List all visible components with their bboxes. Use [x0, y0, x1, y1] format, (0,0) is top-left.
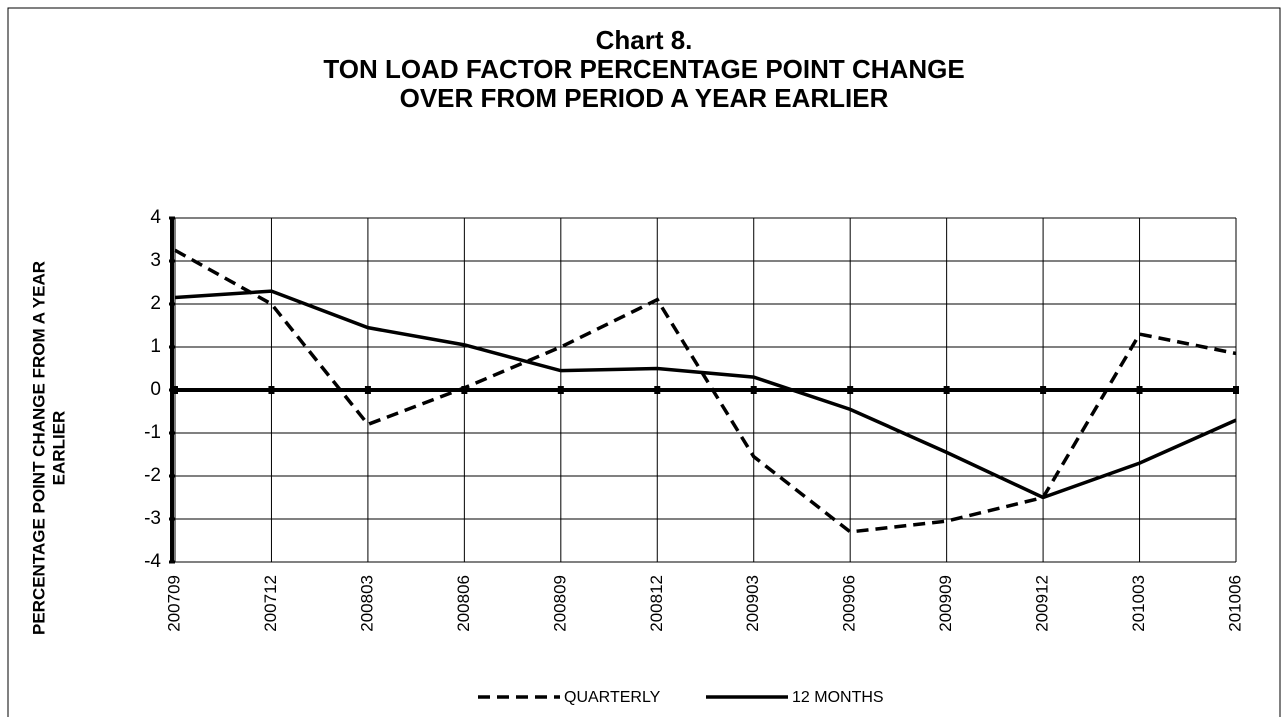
chart-title: Chart 8.: [596, 25, 693, 55]
x-tick: [847, 386, 854, 394]
y-tick-label: -3: [144, 508, 161, 529]
y-axis-label: EARLIER: [49, 411, 68, 486]
y-tick-label: -4: [144, 551, 161, 572]
x-tick-label: 201006: [1225, 575, 1244, 632]
x-tick-label: 200809: [550, 575, 569, 632]
x-tick: [557, 386, 564, 394]
x-tick: [750, 386, 757, 394]
x-tick: [943, 386, 950, 394]
y-tick-label: -1: [144, 422, 161, 443]
y-tick-label: 2: [150, 293, 161, 314]
y-axis-label: PERCENTAGE POINT CHANGE FROM A YEAR: [29, 261, 48, 635]
y-tick-label: 3: [150, 250, 161, 271]
x-tick-label: 200906: [840, 575, 859, 632]
x-tick-label: 201003: [1129, 575, 1148, 632]
x-tick: [1233, 386, 1239, 394]
legend-label: QUARTERLY: [564, 689, 661, 706]
x-tick: [268, 386, 275, 394]
y-tick-label: 4: [150, 207, 161, 228]
chart-title: OVER FROM PERIOD A YEAR EARLIER: [400, 83, 889, 113]
x-tick: [654, 386, 661, 394]
legend-label: 12 MONTHS: [792, 689, 884, 706]
chart-frame: [7, 7, 1281, 722]
y-tick-label: 1: [150, 336, 161, 357]
x-tick-label: 200909: [936, 575, 955, 632]
x-tick: [461, 386, 468, 394]
x-tick-label: 200812: [647, 575, 666, 632]
x-tick-label: 200712: [261, 575, 280, 632]
y-tick-label: 0: [150, 379, 161, 400]
x-tick: [364, 386, 371, 394]
x-tick: [1040, 386, 1047, 394]
x-tick: [1136, 386, 1143, 394]
x-tick-label: 200803: [357, 575, 376, 632]
chart-title: TON LOAD FACTOR PERCENTAGE POINT CHANGE: [323, 54, 964, 84]
x-tick-label: 200912: [1033, 575, 1052, 632]
y-tick-label: -2: [144, 465, 161, 486]
series-line: [174, 289, 1237, 500]
x-tick: [172, 386, 178, 394]
series-line: [174, 248, 1237, 534]
x-tick-label: 200709: [164, 575, 183, 632]
x-tick-label: 200806: [454, 575, 473, 632]
x-tick-label: 200903: [743, 575, 762, 632]
